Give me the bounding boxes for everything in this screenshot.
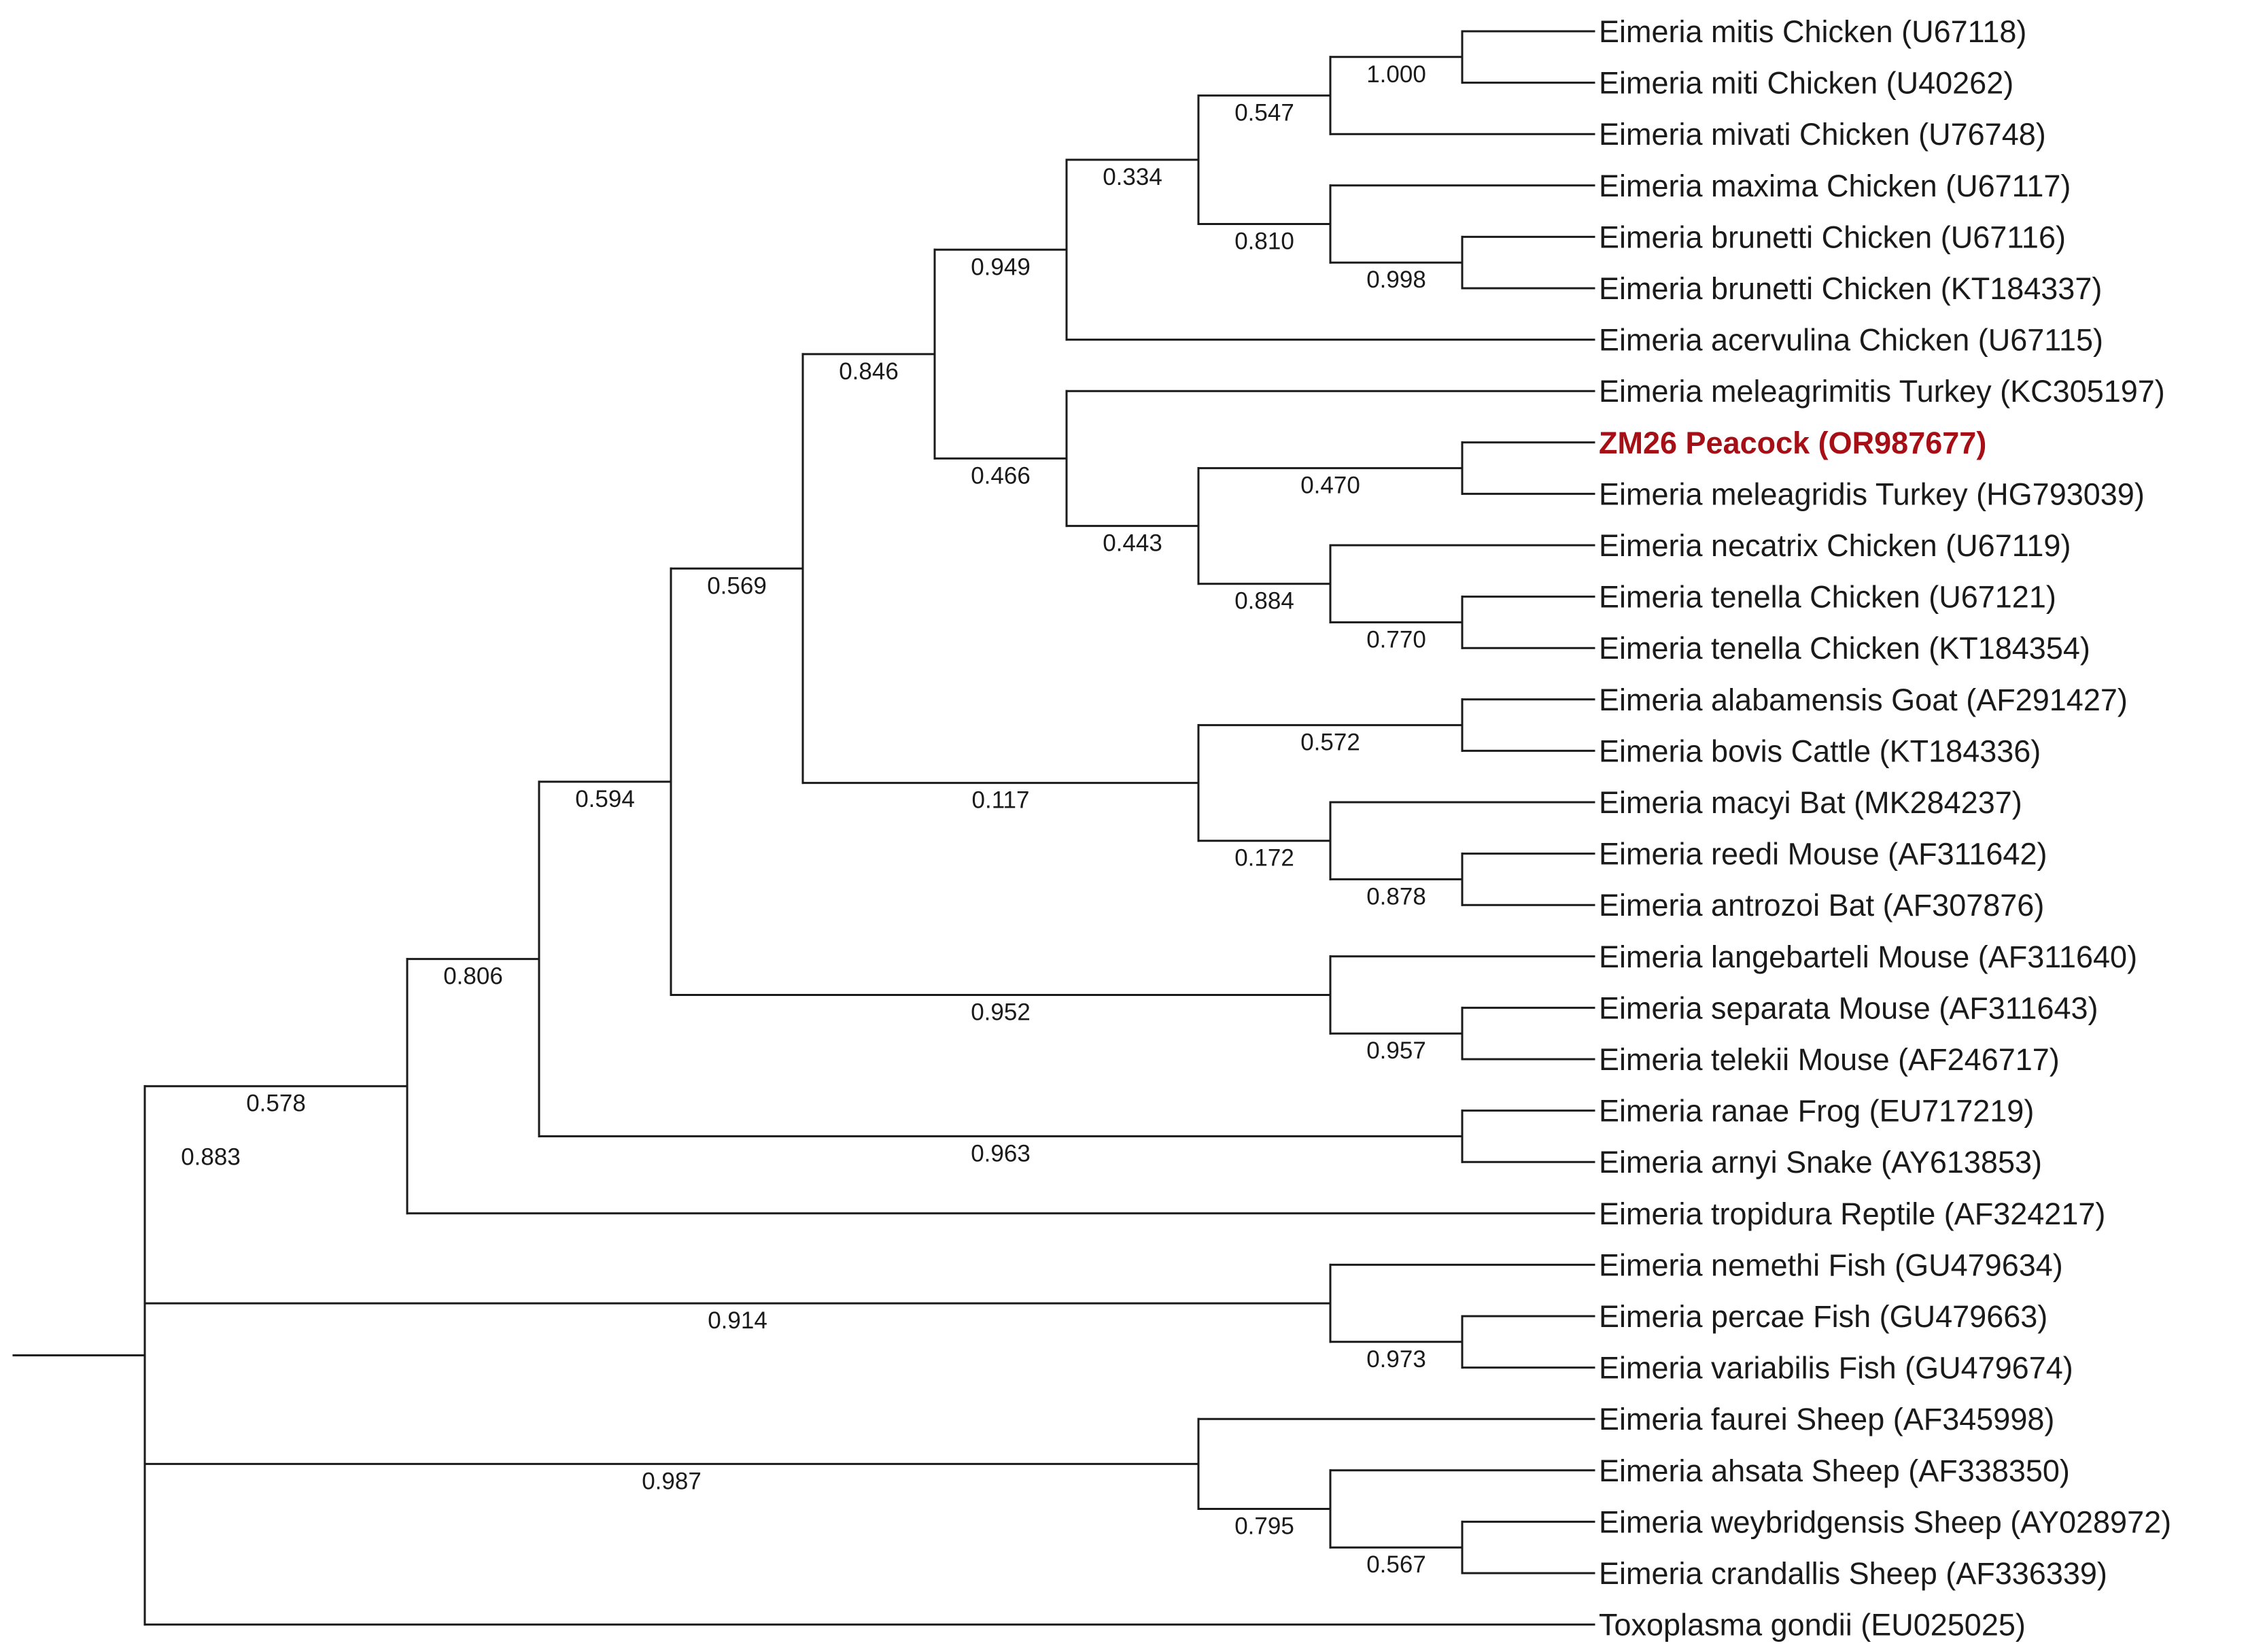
tree-branches (12, 30, 1595, 1626)
support-value: 0.547 (1234, 100, 1294, 126)
taxon-label: Eimeria tropidura Reptile (AF324217) (1599, 1197, 2105, 1231)
taxon-label: Eimeria meleagrimitis Turkey (KC305197) (1599, 374, 2165, 409)
taxon-label: Eimeria tenella Chicken (U67121) (1599, 580, 2056, 615)
support-value: 0.572 (1300, 729, 1360, 756)
support-value: 0.470 (1300, 472, 1360, 499)
taxon-label: Eimeria faurei Sheep (AF345998) (1599, 1402, 2054, 1436)
taxon-label: Eimeria maxima Chicken (U67117) (1599, 169, 2071, 203)
support-value: 0.987 (642, 1468, 702, 1494)
taxon-label: Eimeria brunetti Chicken (U67116) (1599, 220, 2066, 254)
taxon-label: Eimeria alabamensis Goat (AF291427) (1599, 683, 2128, 717)
support-value: 0.334 (1103, 164, 1162, 190)
support-value: 1.000 (1366, 61, 1426, 88)
support-value: 0.884 (1234, 588, 1294, 615)
support-value: 0.806 (443, 963, 503, 990)
taxon-labels: Eimeria mitis Chicken (U67118) Eimeria mi… (1599, 14, 2171, 1642)
support-value: 0.567 (1366, 1551, 1426, 1578)
support-value: 0.846 (839, 358, 899, 385)
taxon-label: Eimeria ranae Frog (EU717219) (1599, 1094, 2034, 1129)
taxon-label: Eimeria crandallis Sheep (AF336339) (1599, 1556, 2107, 1591)
taxon-label: Eimeria antrozoi Bat (AF307876) (1599, 888, 2044, 923)
support-value: 0.957 (1366, 1037, 1426, 1064)
taxon-label: Eimeria weybridgensis Sheep (AY028972) (1599, 1504, 2171, 1539)
taxon-label: Eimeria mitis Chicken (U67118) (1599, 14, 2026, 49)
support-value: 0.569 (707, 572, 767, 599)
taxon-label: Eimeria tenella Chicken (KT184354) (1599, 631, 2090, 666)
taxon-label: Eimeria acervulina Chicken (U67115) (1599, 323, 2103, 358)
highlighted-taxon-label: ZM26 Peacock (OR987677) (1599, 426, 1986, 460)
support-value: 0.117 (972, 787, 1030, 814)
support-value: 0.952 (971, 999, 1031, 1026)
taxon-label: Eimeria reedi Mouse (AF311642) (1599, 837, 2047, 872)
support-value: 0.578 (246, 1090, 306, 1117)
taxon-label: Eimeria macyi Bat (MK284237) (1599, 785, 2022, 820)
taxon-label: Eimeria brunetti Chicken (KT184337) (1599, 271, 2102, 306)
support-value: 0.172 (1234, 845, 1294, 872)
taxon-label: Toxoplasma gondii (EU025025) (1599, 1608, 2026, 1642)
taxon-label: Eimeria arnyi Snake (AY613853) (1599, 1145, 2042, 1180)
support-value: 0.998 (1366, 266, 1426, 293)
support-value: 0.878 (1366, 883, 1426, 910)
support-value: 0.795 (1234, 1513, 1294, 1540)
taxon-label: Eimeria telekii Mouse (AF246717) (1599, 1042, 2060, 1077)
taxon-label: Eimeria nemethi Fish (GU479634) (1599, 1247, 2063, 1282)
support-value: 0.443 (1103, 530, 1162, 557)
taxon-label: Eimeria variabilis Fish (GU479674) (1599, 1351, 2073, 1386)
support-value: 0.949 (971, 254, 1031, 280)
taxon-label: Eimeria meleagridis Turkey (HG793039) (1599, 477, 2145, 511)
support-value: 0.770 (1366, 626, 1426, 653)
taxon-label: Eimeria necatrix Chicken (U67119) (1599, 528, 2071, 563)
support-value: 0.963 (971, 1140, 1031, 1167)
taxon-label: Eimeria langebarteli Mouse (AF311640) (1599, 940, 2137, 974)
support-value: 0.466 (971, 462, 1031, 489)
taxon-label: Eimeria bovis Cattle (KT184336) (1599, 734, 2041, 768)
support-value: 0.973 (1366, 1346, 1426, 1373)
taxon-label: Eimeria percae Fish (GU479663) (1599, 1299, 2047, 1334)
support-value: 0.594 (575, 786, 635, 812)
taxon-label: Eimeria separata Mouse (AF311643) (1599, 991, 2098, 1025)
taxon-label: Eimeria miti Chicken (U40262) (1599, 66, 2013, 101)
support-value: 0.883 (181, 1144, 241, 1171)
support-value: 0.914 (708, 1307, 767, 1334)
taxon-label: Eimeria ahsata Sheep (AF338350) (1599, 1453, 2070, 1488)
support-value: 0.810 (1234, 228, 1294, 255)
taxon-label: Eimeria mivati Chicken (U76748) (1599, 117, 2046, 152)
